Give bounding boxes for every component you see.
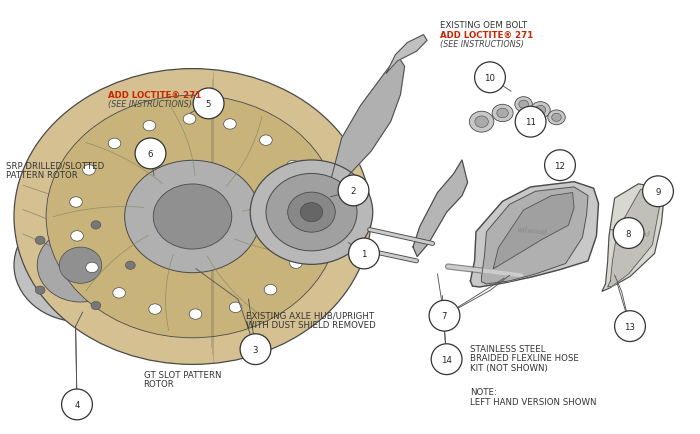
Ellipse shape	[552, 114, 561, 122]
Text: 2: 2	[351, 187, 356, 195]
Ellipse shape	[429, 301, 460, 331]
Ellipse shape	[475, 63, 505, 93]
Ellipse shape	[515, 107, 546, 138]
Text: 13: 13	[624, 322, 636, 331]
Text: BRAIDED FLEXLINE HOSE: BRAIDED FLEXLINE HOSE	[470, 353, 580, 362]
Text: 3: 3	[253, 345, 258, 354]
Ellipse shape	[492, 105, 513, 122]
Ellipse shape	[519, 101, 528, 109]
Text: NOTE:: NOTE:	[470, 387, 497, 396]
Ellipse shape	[153, 184, 232, 250]
Ellipse shape	[125, 261, 135, 270]
Ellipse shape	[224, 119, 237, 130]
Ellipse shape	[91, 221, 101, 230]
Ellipse shape	[431, 344, 462, 375]
Text: ADD LOCTITE® 271: ADD LOCTITE® 271	[440, 30, 533, 39]
Ellipse shape	[300, 203, 323, 222]
Text: WITH DUST SHIELD REMOVED: WITH DUST SHIELD REMOVED	[246, 320, 376, 329]
Text: 9: 9	[655, 187, 661, 196]
Polygon shape	[328, 56, 405, 193]
Ellipse shape	[85, 263, 98, 273]
Text: PATTERN ROTOR: PATTERN ROTOR	[6, 171, 77, 180]
Polygon shape	[482, 187, 588, 284]
Text: ADD LOCTITE® 271: ADD LOCTITE® 271	[108, 90, 202, 99]
Text: 8: 8	[626, 229, 631, 238]
Ellipse shape	[615, 311, 645, 342]
Ellipse shape	[302, 226, 315, 237]
Ellipse shape	[183, 115, 196, 125]
Ellipse shape	[60, 247, 102, 284]
Ellipse shape	[643, 177, 673, 207]
Ellipse shape	[35, 286, 45, 295]
Ellipse shape	[70, 197, 83, 208]
Ellipse shape	[497, 109, 508, 118]
Text: 1: 1	[361, 250, 367, 258]
Ellipse shape	[535, 106, 546, 115]
Ellipse shape	[260, 135, 272, 146]
Ellipse shape	[35, 237, 45, 245]
Polygon shape	[413, 161, 468, 257]
Text: 7: 7	[442, 312, 447, 320]
Text: (SEE INSTRUCTIONS): (SEE INSTRUCTIONS)	[440, 40, 524, 49]
Text: wilwood: wilwood	[620, 226, 651, 238]
Polygon shape	[470, 182, 598, 287]
Ellipse shape	[290, 258, 302, 269]
Ellipse shape	[613, 218, 644, 249]
Ellipse shape	[91, 302, 101, 310]
Text: LEFT HAND VERSION SHOWN: LEFT HAND VERSION SHOWN	[470, 397, 597, 406]
Ellipse shape	[469, 112, 493, 133]
Text: EXISTING OEM BOLT: EXISTING OEM BOLT	[440, 21, 526, 30]
Ellipse shape	[288, 193, 335, 233]
Ellipse shape	[545, 151, 575, 181]
Ellipse shape	[475, 117, 489, 128]
Ellipse shape	[193, 89, 224, 119]
Text: 14: 14	[441, 355, 452, 364]
Ellipse shape	[37, 229, 124, 302]
Ellipse shape	[230, 302, 242, 313]
Text: GT SLOT PATTERN: GT SLOT PATTERN	[144, 370, 221, 379]
Ellipse shape	[14, 69, 371, 365]
Ellipse shape	[264, 285, 276, 295]
Ellipse shape	[547, 111, 566, 125]
Text: wilwood: wilwood	[517, 226, 547, 236]
Ellipse shape	[113, 288, 125, 299]
Text: 12: 12	[554, 161, 566, 170]
Polygon shape	[608, 190, 659, 287]
Text: 4: 4	[74, 400, 80, 409]
Text: SRP DRILLED/SLOTTED: SRP DRILLED/SLOTTED	[6, 161, 104, 171]
Ellipse shape	[266, 174, 357, 251]
Ellipse shape	[14, 209, 147, 322]
Text: 10: 10	[484, 74, 496, 82]
Ellipse shape	[46, 96, 339, 338]
Text: 5: 5	[206, 100, 211, 108]
Text: EXISTING AXLE HUB/UPRIGHT: EXISTING AXLE HUB/UPRIGHT	[246, 310, 374, 319]
Text: 6: 6	[148, 150, 153, 158]
Ellipse shape	[531, 102, 550, 119]
Ellipse shape	[302, 192, 314, 203]
Ellipse shape	[287, 161, 300, 171]
Ellipse shape	[251, 161, 372, 265]
Ellipse shape	[515, 97, 533, 112]
Text: 11: 11	[525, 118, 536, 127]
Ellipse shape	[143, 121, 155, 132]
Ellipse shape	[62, 389, 92, 420]
Ellipse shape	[240, 334, 271, 365]
Text: (SEE INSTRUCTIONS): (SEE INSTRUCTIONS)	[108, 100, 192, 109]
Ellipse shape	[338, 176, 369, 206]
Text: STAINLESS STEEL: STAINLESS STEEL	[470, 344, 546, 353]
Polygon shape	[386, 36, 427, 74]
Ellipse shape	[189, 309, 202, 319]
Polygon shape	[602, 184, 664, 292]
Ellipse shape	[83, 165, 95, 176]
Text: ROTOR: ROTOR	[144, 379, 174, 388]
Ellipse shape	[135, 139, 166, 169]
Ellipse shape	[108, 139, 121, 149]
Ellipse shape	[125, 161, 260, 273]
Ellipse shape	[148, 304, 161, 315]
Polygon shape	[494, 193, 574, 269]
Ellipse shape	[349, 239, 379, 269]
Text: KIT (NOT SHOWN): KIT (NOT SHOWN)	[470, 363, 548, 372]
Ellipse shape	[71, 231, 83, 242]
